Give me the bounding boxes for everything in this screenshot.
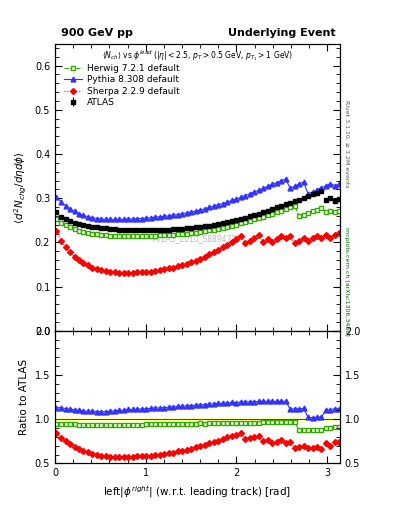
- Herwig 7.2.1 default: [216, 226, 220, 232]
- Herwig 7.2.1 default: [198, 229, 202, 235]
- Herwig 7.2.1 default: [243, 219, 248, 225]
- Text: mcplots.cern.ch [arXiv:1306.3436]: mcplots.cern.ch [arXiv:1306.3436]: [344, 227, 349, 336]
- Y-axis label: $\langle d^2 N_{chg}/d\eta d\phi \rangle$: $\langle d^2 N_{chg}/d\eta d\phi \rangle…: [13, 151, 29, 224]
- Herwig 7.2.1 default: [337, 207, 342, 214]
- Herwig 7.2.1 default: [54, 217, 59, 223]
- Line: Herwig 7.2.1 default: Herwig 7.2.1 default: [54, 203, 342, 239]
- Sherpa 2.2.9 default: [216, 247, 220, 253]
- Line: Sherpa 2.2.9 default: Sherpa 2.2.9 default: [54, 229, 342, 275]
- Text: ATLAS_2010_S8894728: ATLAS_2010_S8894728: [153, 234, 242, 243]
- Legend: Herwig 7.2.1 default, Pythia 8.308 default, Sherpa 2.2.9 default, ATLAS: Herwig 7.2.1 default, Pythia 8.308 defau…: [62, 62, 181, 109]
- Pythia 8.308 default: [216, 202, 220, 208]
- Pythia 8.308 default: [283, 176, 288, 182]
- Pythia 8.308 default: [337, 181, 342, 187]
- Line: Pythia 8.308 default: Pythia 8.308 default: [54, 176, 342, 222]
- Sherpa 2.2.9 default: [175, 263, 180, 269]
- Pythia 8.308 default: [238, 194, 243, 200]
- Sherpa 2.2.9 default: [238, 233, 243, 239]
- Text: 900 GeV pp: 900 GeV pp: [61, 28, 133, 38]
- Herwig 7.2.1 default: [121, 233, 126, 239]
- Sherpa 2.2.9 default: [54, 228, 59, 234]
- Herwig 7.2.1 default: [292, 203, 297, 209]
- Pythia 8.308 default: [175, 211, 180, 218]
- Pythia 8.308 default: [90, 215, 95, 221]
- Sherpa 2.2.9 default: [337, 229, 342, 236]
- Pythia 8.308 default: [243, 193, 248, 199]
- Text: Rivet 3.1.10, ≥ 3.2M events: Rivet 3.1.10, ≥ 3.2M events: [344, 99, 349, 187]
- Text: Underlying Event: Underlying Event: [228, 28, 336, 38]
- Herwig 7.2.1 default: [238, 220, 243, 226]
- Pythia 8.308 default: [198, 207, 202, 213]
- Pythia 8.308 default: [54, 194, 59, 200]
- Text: $\langle N_{ch}\rangle$ vs $\phi^{lead}$ ($|\eta| < 2.5$, $p_T > 0.5$ GeV, $p_{T: $\langle N_{ch}\rangle$ vs $\phi^{lead}$…: [102, 48, 293, 63]
- Herwig 7.2.1 default: [175, 231, 180, 238]
- X-axis label: left|$\phi^{right}$| (w.r.t. leading track) [rad]: left|$\phi^{right}$| (w.r.t. leading tra…: [103, 484, 292, 500]
- Sherpa 2.2.9 default: [90, 265, 95, 271]
- Y-axis label: Ratio to ATLAS: Ratio to ATLAS: [19, 359, 29, 435]
- Pythia 8.308 default: [103, 217, 108, 223]
- Herwig 7.2.1 default: [90, 231, 95, 237]
- Sherpa 2.2.9 default: [198, 255, 202, 262]
- Sherpa 2.2.9 default: [243, 240, 248, 246]
- Sherpa 2.2.9 default: [117, 270, 122, 276]
